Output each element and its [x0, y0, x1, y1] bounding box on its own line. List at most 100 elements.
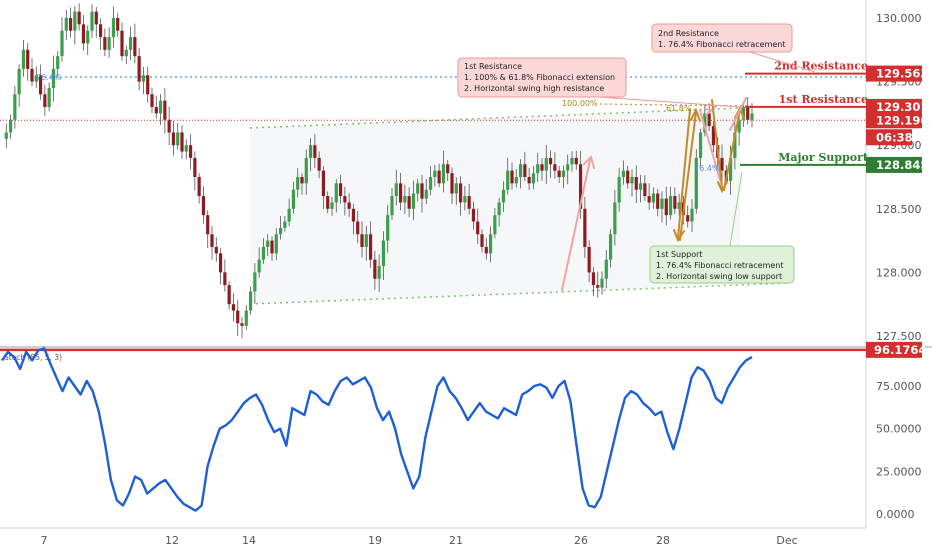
level-price-badge [866, 98, 922, 115]
candle-body [334, 183, 338, 203]
candle-body [694, 157, 698, 209]
candle-body [90, 11, 94, 31]
candle-body [437, 170, 441, 184]
time-axis-ticks: 7 12 14 19 21 26 28 Dec [41, 534, 798, 547]
candle-body [493, 215, 497, 235]
candle-body [613, 202, 617, 235]
candle-body [497, 202, 501, 216]
candle-body [673, 196, 677, 209]
svg-text:2nd Resistance: 2nd Resistance [658, 29, 719, 38]
candle-body [351, 208, 356, 222]
support-resistance-levels: 2nd Resistance 129.563 1st Resistance 129.3… [740, 60, 928, 173]
candle-body [506, 170, 510, 190]
candle-body [480, 234, 484, 247]
candle-body [253, 272, 257, 292]
price-tick-label: 127.500 [876, 330, 922, 343]
candle-body [591, 272, 596, 286]
candle-body [68, 18, 73, 31]
candle-body [330, 202, 334, 209]
candle-body [308, 145, 313, 158]
candle-body [596, 285, 600, 288]
candle-body [94, 11, 98, 25]
candle-body [51, 68, 56, 88]
time-tick-label: 26 [574, 534, 588, 547]
candle-body [510, 170, 514, 184]
time-tick-label: 7 [41, 534, 48, 547]
candle-body [531, 173, 536, 184]
candle-body [38, 75, 43, 95]
candle-body [711, 126, 716, 146]
svg-text:2. Horizontal swing low suppor: 2. Horizontal swing low support [656, 272, 782, 281]
candle-body [703, 113, 707, 133]
price-axis-ticks: 130.000129.500129.000128.500128.000127.5… [876, 12, 922, 343]
level-price-label: 128.845 [876, 158, 928, 172]
candle-body [98, 24, 103, 38]
svg-text:2. Horizontal swing high resis: 2. Horizontal swing high resistance [464, 84, 604, 93]
candle-body [450, 173, 454, 194]
candle-body [411, 193, 416, 209]
candle-body [750, 113, 754, 120]
price-tick-label: 128.000 [876, 266, 922, 279]
candle-body [360, 234, 364, 247]
candle-body [8, 119, 13, 133]
candle-body [651, 193, 656, 203]
candle-body [163, 100, 167, 120]
candle-body [660, 198, 664, 209]
level-price-badge [866, 65, 922, 82]
svg-text:1st Resistance: 1st Resistance [464, 62, 522, 71]
candle-body [377, 266, 381, 279]
candle-body [278, 227, 283, 235]
candle-body [686, 215, 690, 222]
candle-body [257, 259, 261, 273]
candle-body [488, 234, 493, 254]
candle-body [737, 119, 741, 133]
candle-body [626, 170, 630, 184]
candle-body [578, 164, 583, 209]
candle-body [536, 164, 540, 174]
fib-label-61-8: 61.8% [666, 104, 692, 113]
candle-body [373, 259, 377, 279]
candle-body [86, 30, 90, 44]
level-name-label: Major Support [778, 151, 869, 164]
candle-body [501, 189, 506, 203]
candle-body [728, 157, 733, 181]
candle-body [677, 202, 681, 209]
candle-body [326, 196, 330, 209]
price-tick-label: 130.000 [876, 12, 922, 25]
candle-body [566, 164, 570, 171]
oscillator-tick-label: 50.0000 [876, 423, 922, 436]
svg-text:1. 76.4% Fibonacci retracement: 1. 76.4% Fibonacci retracement [658, 40, 786, 49]
candle-body [338, 183, 343, 197]
candle-body [407, 196, 411, 209]
candle-body [403, 196, 407, 203]
svg-text:96.1764: 96.1764 [874, 343, 926, 357]
candle-body [214, 246, 218, 254]
svg-text:1st Support: 1st Support [656, 250, 703, 259]
candle-body [158, 100, 163, 114]
candle-body [634, 177, 638, 190]
candle-body [416, 183, 420, 194]
candle-body [296, 177, 300, 190]
oscillator-tick-label: 75.0000 [876, 380, 922, 393]
level-price-label: 129.301 [876, 100, 928, 114]
candle-body [141, 75, 146, 82]
candle-body [527, 177, 531, 184]
candle-body [77, 11, 81, 25]
price-tick-label: 128.500 [876, 203, 922, 216]
candle-body [484, 246, 488, 254]
candle-body [690, 208, 694, 222]
candle-body [720, 157, 724, 171]
candle-body [111, 18, 116, 38]
candle-body [630, 177, 634, 184]
candle-body [557, 170, 561, 177]
candle-body [21, 49, 26, 69]
candle-body [321, 170, 326, 197]
swing-arrows [561, 97, 747, 291]
time-tick-label: 19 [368, 534, 382, 547]
candle-body [4, 132, 8, 139]
candle-body [668, 196, 673, 216]
candle-body [381, 240, 386, 267]
candle-body [347, 202, 351, 209]
candle-body [317, 157, 321, 171]
